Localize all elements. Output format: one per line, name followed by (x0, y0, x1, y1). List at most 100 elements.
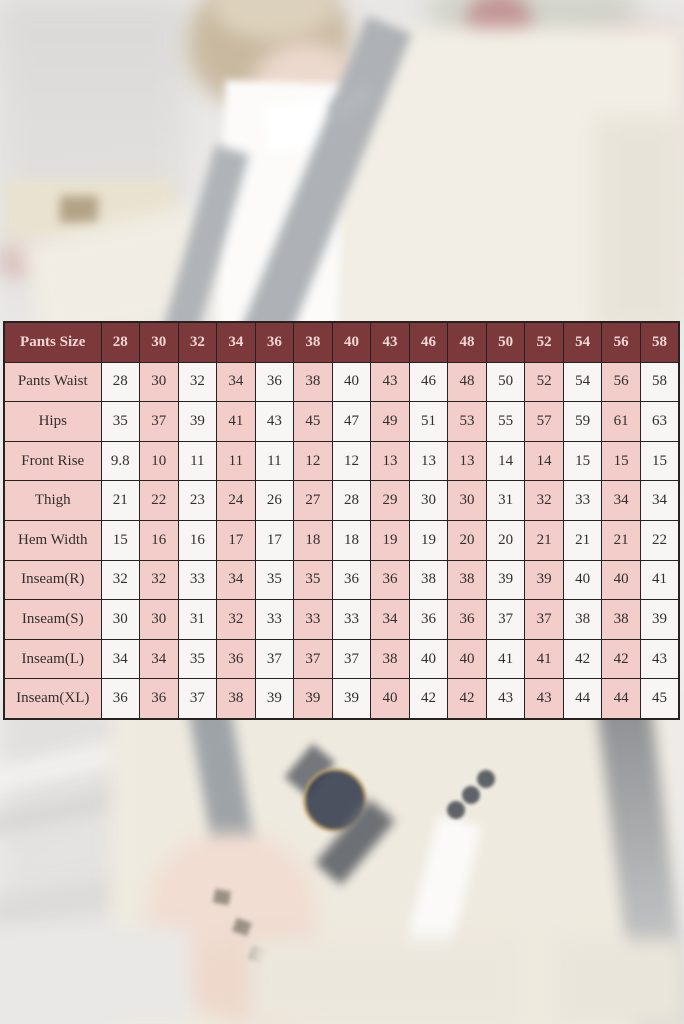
size-value-cell: 15 (100, 519, 141, 561)
size-value-cell: 36 (447, 599, 487, 640)
row-label: Inseam(XL) (3, 678, 102, 720)
size-value-cell: 55 (485, 401, 526, 442)
size-value-cell: 13 (408, 440, 449, 482)
size-value-cell: 10 (139, 440, 179, 482)
size-value-cell: 37 (254, 638, 295, 680)
table-row: Inseam(L) 34 34 35 36 37 37 37 38 40 40 41 41 42 42 43 (3, 638, 680, 680)
size-value-cell: 15 (639, 440, 680, 482)
table-row: Inseam(S) 30 30 31 32 33 33 33 34 36 36 37 37 38 38 39 (3, 599, 680, 640)
size-value-cell: 51 (408, 401, 449, 442)
size-value-cell: 9.8 (100, 440, 141, 482)
size-value-cell: 34 (216, 361, 256, 403)
sleeve-button (462, 786, 480, 804)
size-value-cell: 14 (485, 440, 526, 482)
size-value-cell: 40 (408, 638, 449, 680)
size-value-cell: 34 (139, 638, 179, 680)
column-header: 56 (601, 321, 641, 363)
size-value-cell: 38 (601, 599, 641, 640)
size-value-cell: 18 (293, 519, 333, 561)
size-value-cell: 43 (639, 638, 680, 680)
row-label: Inseam(S) (3, 599, 102, 640)
size-value-cell: 61 (601, 401, 641, 442)
size-value-cell: 38 (447, 559, 487, 601)
size-value-cell: 45 (639, 678, 680, 720)
photo-light-bottom-right (556, 940, 684, 1024)
size-value-cell: 41 (216, 401, 256, 442)
size-value-cell: 32 (139, 559, 179, 601)
size-value-cell: 36 (139, 678, 179, 720)
size-value-cell: 30 (447, 480, 487, 521)
size-value-cell: 53 (447, 401, 487, 442)
suit-shoulder-shade (596, 118, 684, 332)
size-value-cell: 40 (331, 361, 372, 403)
size-value-cell: 30 (408, 480, 449, 521)
size-value-cell: 34 (639, 480, 680, 521)
size-value-cell: 39 (293, 678, 333, 720)
size-value-cell: 36 (408, 599, 449, 640)
size-value-cell: 11 (177, 440, 218, 482)
size-value-cell: 46 (408, 361, 449, 403)
sleeve-button (447, 801, 465, 819)
size-value-cell: 59 (562, 401, 603, 442)
size-value-cell: 52 (524, 361, 564, 403)
size-value-cell: 12 (331, 440, 372, 482)
size-value-cell: 36 (216, 638, 256, 680)
size-value-cell: 45 (293, 401, 333, 442)
size-value-cell: 33 (562, 480, 603, 521)
size-value-cell: 41 (639, 559, 680, 601)
size-value-cell: 34 (370, 599, 410, 640)
size-value-cell: 33 (293, 599, 333, 640)
column-header: 34 (216, 321, 256, 363)
size-value-cell: 38 (562, 599, 603, 640)
size-value-cell: 11 (216, 440, 256, 482)
column-header: 50 (485, 321, 526, 363)
row-label: Inseam(L) (3, 638, 102, 680)
table-row: Thigh 21 22 23 24 26 27 28 29 30 30 31 32 33 34 34 (3, 480, 680, 521)
size-value-cell: 22 (139, 480, 179, 521)
size-value-cell: 43 (524, 678, 564, 720)
size-value-cell: 14 (524, 440, 564, 482)
size-value-cell: 30 (100, 599, 141, 640)
size-value-cell: 42 (447, 678, 487, 720)
size-value-cell: 17 (254, 519, 295, 561)
size-value-cell: 37 (177, 678, 218, 720)
size-value-cell: 21 (601, 519, 641, 561)
size-value-cell: 35 (293, 559, 333, 601)
row-label: Pants Waist (3, 361, 102, 403)
column-header: 38 (293, 321, 333, 363)
size-value-cell: 48 (447, 361, 487, 403)
column-header: 36 (254, 321, 295, 363)
size-value-cell: 56 (601, 361, 641, 403)
size-value-cell: 18 (331, 519, 372, 561)
table-row: Hem Width 15 16 16 17 17 18 18 19 19 20 20 21 21 21 22 (3, 519, 680, 561)
size-value-cell: 41 (524, 638, 564, 680)
row-label: Front Rise (3, 440, 102, 482)
size-value-cell: 47 (331, 401, 372, 442)
size-value-cell: 63 (639, 401, 680, 442)
column-header: 52 (524, 321, 564, 363)
table-body: Pants Waist 28 30 32 34 36 38 40 43 46 48 50 52 54 56 5… (3, 361, 680, 720)
size-value-cell: 30 (139, 599, 179, 640)
size-value-cell: 29 (370, 480, 410, 521)
size-value-cell: 38 (293, 361, 333, 403)
size-value-cell: 21 (524, 519, 564, 561)
size-value-cell: 40 (562, 559, 603, 601)
size-value-cell: 42 (562, 638, 603, 680)
header-row: Pants Size 28 30 32 34 36 38 40 43 46 48 50 52 54 56 58 (3, 321, 680, 363)
size-value-cell: 16 (177, 519, 218, 561)
photo-light-bottom-left (0, 928, 190, 1024)
size-value-cell: 37 (331, 638, 372, 680)
size-value-cell: 42 (408, 678, 449, 720)
size-value-cell: 34 (100, 638, 141, 680)
size-value-cell: 38 (370, 638, 410, 680)
size-value-cell: 32 (177, 361, 218, 403)
size-value-cell: 28 (331, 480, 372, 521)
size-value-cell: 21 (100, 480, 141, 521)
size-value-cell: 43 (485, 678, 526, 720)
size-value-cell: 13 (447, 440, 487, 482)
size-value-cell: 36 (331, 559, 372, 601)
size-value-cell: 40 (601, 559, 641, 601)
size-value-cell: 17 (216, 519, 256, 561)
row-label: Inseam(R) (3, 559, 102, 601)
